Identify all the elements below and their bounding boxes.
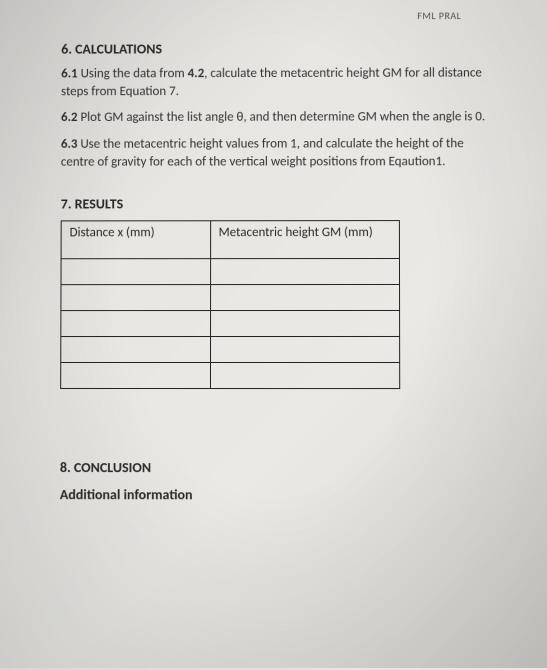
table-cell bbox=[210, 336, 400, 362]
text-6-1a: Using the data from bbox=[78, 66, 188, 81]
table-row bbox=[61, 310, 400, 336]
additional-info-heading: Additional information bbox=[60, 486, 500, 504]
table-row bbox=[61, 258, 400, 284]
table-row bbox=[61, 336, 400, 362]
text-6-2: Plot GM against the list angle θ, and th… bbox=[78, 110, 486, 126]
table-cell bbox=[61, 285, 210, 311]
para-6-3: 6.3 Use the metacentric height values fr… bbox=[61, 135, 499, 172]
table-cell bbox=[61, 259, 210, 285]
num-6-2: 6.2 bbox=[61, 110, 78, 125]
table-cell bbox=[210, 310, 400, 336]
table-cell bbox=[210, 258, 399, 284]
bold-4-2: 4.2 bbox=[188, 66, 205, 81]
section-7: 7. RESULTS Distance x (mm) Metacentric h… bbox=[60, 195, 499, 389]
document-page: FML PRAL 6. CALCULATIONS 6.1 Using the d… bbox=[0, 1, 547, 670]
table-header-col1: Distance x (mm) bbox=[61, 221, 210, 259]
table-cell bbox=[61, 310, 210, 336]
header-fragment: FML PRAL bbox=[417, 9, 461, 22]
table-cell bbox=[210, 362, 400, 388]
num-6-1: 6.1 bbox=[61, 67, 78, 82]
num-6-3: 6.3 bbox=[61, 136, 78, 151]
table-cell bbox=[210, 284, 399, 310]
table-header-row: Distance x (mm) Metacentric height GM (m… bbox=[61, 221, 399, 259]
para-6-2: 6.2 Plot GM against the list angle θ, an… bbox=[61, 109, 499, 128]
para-6-1: 6.1 Using the data from 4.2, calculate t… bbox=[61, 65, 499, 102]
section-7-heading: 7. RESULTS bbox=[61, 195, 499, 212]
text-6-3: Use the metacentric height values from 1… bbox=[61, 136, 464, 170]
section-8-heading: 8. CONCLUSION bbox=[60, 459, 500, 476]
table-row bbox=[61, 362, 400, 388]
table-cell bbox=[61, 336, 210, 362]
section-8: 8. CONCLUSION Additional information bbox=[60, 459, 500, 504]
table-cell bbox=[61, 362, 210, 388]
table-row bbox=[61, 284, 400, 310]
section-6-heading: 6. CALCULATIONS bbox=[61, 40, 498, 58]
table-header-col2: Metacentric height GM (mm) bbox=[210, 221, 399, 259]
results-table: Distance x (mm) Metacentric height GM (m… bbox=[60, 220, 400, 389]
